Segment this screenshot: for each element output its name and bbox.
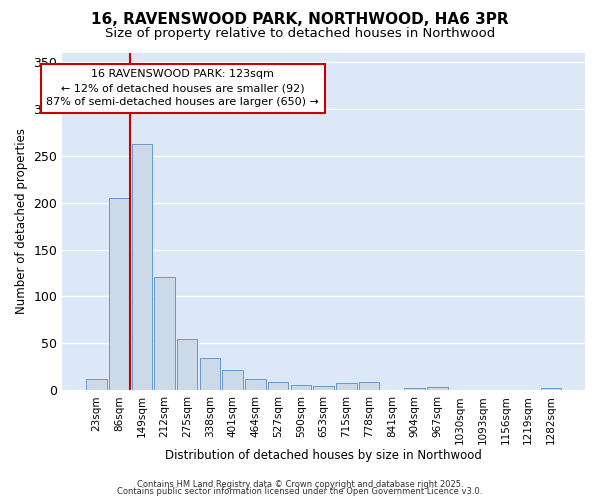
Y-axis label: Number of detached properties: Number of detached properties	[15, 128, 28, 314]
Bar	[177, 338, 197, 390]
Text: 16 RAVENSWOOD PARK: 123sqm
← 12% of detached houses are smaller (92)
87% of semi: 16 RAVENSWOOD PARK: 123sqm ← 12% of deta…	[46, 70, 319, 108]
Bar	[268, 382, 289, 390]
Bar	[200, 358, 220, 390]
Bar	[245, 379, 266, 390]
Bar	[154, 277, 175, 390]
Bar	[131, 144, 152, 390]
X-axis label: Distribution of detached houses by size in Northwood: Distribution of detached houses by size …	[165, 450, 482, 462]
Text: Size of property relative to detached houses in Northwood: Size of property relative to detached ho…	[105, 28, 495, 40]
Text: Contains HM Land Registry data © Crown copyright and database right 2025.: Contains HM Land Registry data © Crown c…	[137, 480, 463, 489]
Bar	[336, 383, 356, 390]
Bar	[223, 370, 243, 390]
Bar	[109, 198, 129, 390]
Bar	[86, 379, 107, 390]
Text: 16, RAVENSWOOD PARK, NORTHWOOD, HA6 3PR: 16, RAVENSWOOD PARK, NORTHWOOD, HA6 3PR	[91, 12, 509, 28]
Bar	[427, 386, 448, 390]
Bar	[404, 388, 425, 390]
Bar	[541, 388, 561, 390]
Text: Contains public sector information licensed under the Open Government Licence v3: Contains public sector information licen…	[118, 488, 482, 496]
Bar	[313, 386, 334, 390]
Bar	[290, 384, 311, 390]
Bar	[359, 382, 379, 390]
